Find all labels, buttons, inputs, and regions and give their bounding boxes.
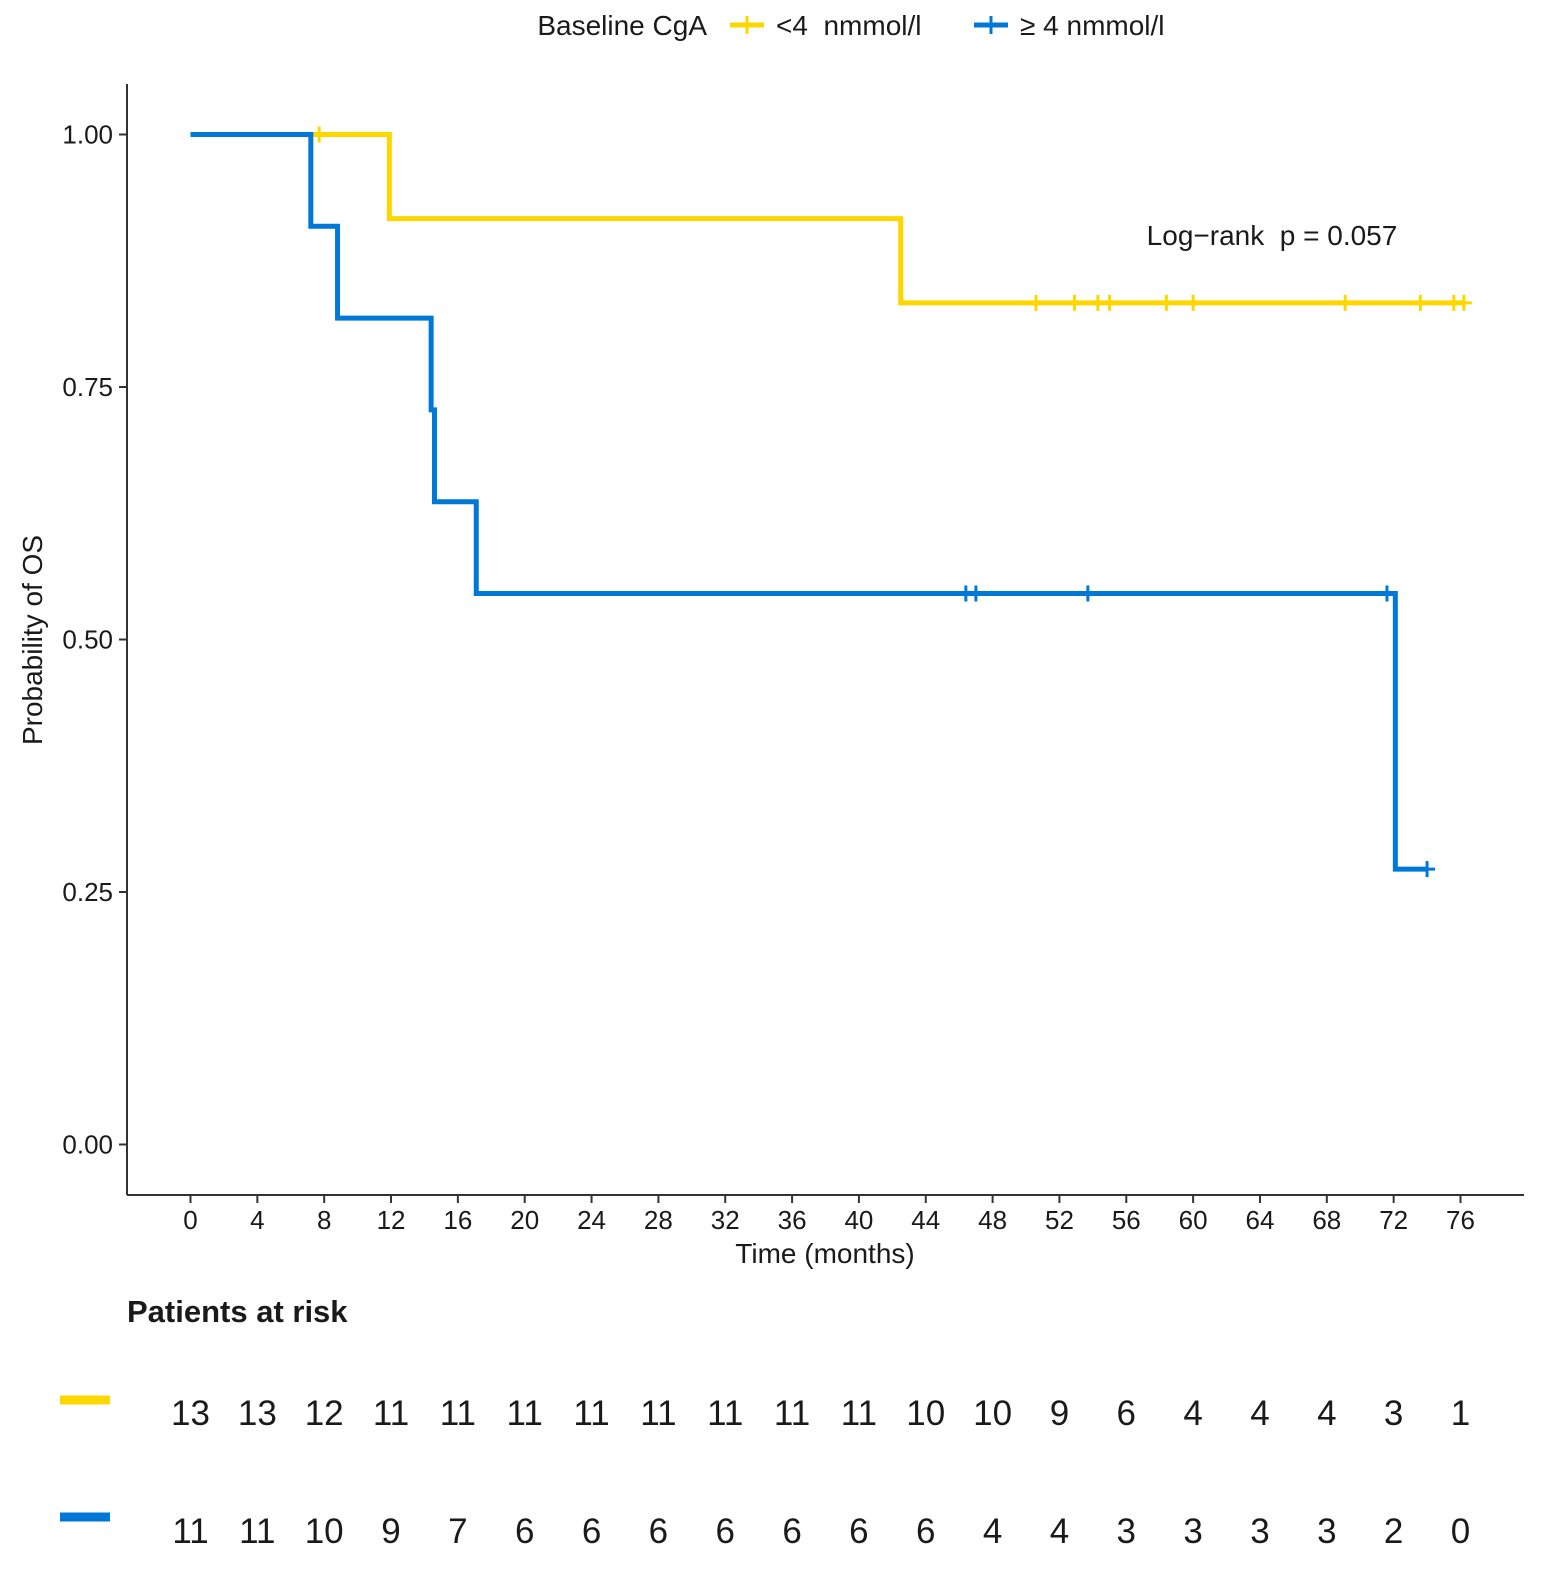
censor-mark-low-cga xyxy=(311,126,328,143)
risk-count-high-cga: 10 xyxy=(305,1512,344,1551)
censor-mark-high-cga xyxy=(1419,861,1436,878)
censor-mark-low-cga xyxy=(1412,294,1429,311)
x-tick-label: 8 xyxy=(317,1205,331,1235)
x-tick-label: 72 xyxy=(1379,1205,1408,1235)
risk-count-high-cga: 7 xyxy=(448,1512,467,1551)
risk-count-low-cga: 3 xyxy=(1384,1394,1403,1433)
x-tick-label: 0 xyxy=(183,1205,197,1235)
risk-count-low-cga: 10 xyxy=(906,1394,945,1433)
risk-count-low-cga: 13 xyxy=(238,1394,277,1433)
y-tick-label: 1.00 xyxy=(62,120,113,150)
risk-count-high-cga: 3 xyxy=(1117,1512,1136,1551)
x-tick-label: 36 xyxy=(778,1205,807,1235)
x-tick-label: 32 xyxy=(711,1205,740,1235)
risk-count-high-cga: 11 xyxy=(172,1512,208,1551)
risk-numbers: 13 13 12 11 11 11 11 11 11 11 11 10 10 9 6 4 4 4 3 111 11 10 9… xyxy=(171,1394,1470,1551)
risk-count-high-cga: 3 xyxy=(1250,1512,1269,1551)
risk-count-high-cga: 6 xyxy=(849,1512,868,1551)
risk-count-low-cga: 4 xyxy=(1250,1394,1269,1433)
plot-axes: 0.000.250.500.751.000 4 8 12 16 20 24 28 32 36 40 4… xyxy=(62,84,1524,1235)
risk-count-low-cga: 11 xyxy=(507,1394,543,1433)
y-tick-label: 0.00 xyxy=(62,1130,113,1160)
risk-count-low-cga: 13 xyxy=(171,1394,210,1433)
x-tick-label: 76 xyxy=(1446,1205,1475,1235)
y-tick-label: 0.50 xyxy=(62,625,113,655)
risk-count-high-cga: 2 xyxy=(1384,1512,1403,1551)
x-tick-label: 28 xyxy=(644,1205,673,1235)
risk-count-low-cga: 11 xyxy=(841,1394,877,1433)
x-tick-label: 44 xyxy=(911,1205,940,1235)
censor-mark-low-cga xyxy=(1337,294,1354,311)
risk-count-low-cga: 11 xyxy=(774,1394,810,1433)
risk-count-high-cga: 6 xyxy=(649,1512,668,1551)
risk-count-high-cga: 4 xyxy=(1050,1512,1069,1551)
x-tick-label: 4 xyxy=(250,1205,264,1235)
x-tick-label: 16 xyxy=(443,1205,472,1235)
x-tick-label: 64 xyxy=(1246,1205,1275,1235)
risk-count-high-cga: 11 xyxy=(239,1512,275,1551)
risk-count-high-cga: 9 xyxy=(381,1512,400,1551)
risk-count-low-cga: 11 xyxy=(640,1394,676,1433)
risk-count-low-cga: 10 xyxy=(973,1394,1012,1433)
censor-mark-low-cga xyxy=(1455,294,1472,311)
x-tick-label: 12 xyxy=(377,1205,406,1235)
risk-count-high-cga: 4 xyxy=(983,1512,1002,1551)
censor-mark-high-cga xyxy=(967,585,984,602)
risk-count-low-cga: 11 xyxy=(440,1394,476,1433)
censor-mark-low-cga xyxy=(1101,294,1118,311)
risk-count-low-cga: 6 xyxy=(1117,1394,1136,1433)
risk-count-low-cga: 4 xyxy=(1317,1394,1336,1433)
legend: Baseline CgA <4 nmmol/l ≥ 4 nmmol/l xyxy=(537,10,1164,41)
risk-count-low-cga: 11 xyxy=(373,1394,409,1433)
risk-count-low-cga: 1 xyxy=(1451,1394,1470,1433)
risk-count-high-cga: 6 xyxy=(782,1512,801,1551)
legend-entry-low-cga: <4 nmmol/l xyxy=(730,10,922,41)
censor-mark-low-cga xyxy=(1028,294,1045,311)
censor-mark-low-cga xyxy=(1066,294,1083,311)
survival-curve-high-cga xyxy=(190,132,1428,872)
risk-count-high-cga: 6 xyxy=(582,1512,601,1551)
censor-mark-low-cga xyxy=(1185,294,1202,311)
y-axis-title: Probability of OS xyxy=(17,535,48,745)
legend-title: Baseline CgA xyxy=(537,10,707,41)
risk-count-high-cga: 6 xyxy=(916,1512,935,1551)
y-tick-label: 0.75 xyxy=(62,372,113,402)
censor-mark-high-cga xyxy=(1378,585,1395,602)
x-tick-label: 48 xyxy=(978,1205,1007,1235)
x-axis-title: Time (months) xyxy=(735,1238,914,1269)
risk-table: Patients at risk 13 13 12 11 11 11 11 11 11 11 11 1… xyxy=(60,1294,1470,1551)
risk-count-low-cga: 12 xyxy=(305,1394,344,1433)
y-tick-label: 0.25 xyxy=(62,877,113,907)
x-tick-label: 24 xyxy=(577,1205,606,1235)
x-tick-label: 52 xyxy=(1045,1205,1074,1235)
risk-count-high-cga: 3 xyxy=(1183,1512,1202,1551)
legend-label-high-cga: ≥ 4 nmmol/l xyxy=(1020,10,1165,41)
x-tick-label: 56 xyxy=(1112,1205,1141,1235)
x-tick-label: 60 xyxy=(1179,1205,1208,1235)
legend-entry-high-cga: ≥ 4 nmmol/l xyxy=(974,10,1165,41)
censor-mark-high-cga xyxy=(1079,585,1096,602)
risk-count-high-cga: 6 xyxy=(515,1512,534,1551)
log-rank-annotation: Log−rank p = 0.057 xyxy=(1147,220,1398,251)
x-tick-label: 68 xyxy=(1312,1205,1341,1235)
survival-curve-low-cga xyxy=(190,132,1464,306)
risk-count-high-cga: 3 xyxy=(1317,1512,1336,1551)
plot-series xyxy=(190,126,1472,878)
legend-label-low-cga: <4 nmmol/l xyxy=(776,10,922,41)
risk-count-low-cga: 4 xyxy=(1183,1394,1202,1433)
risk-count-low-cga: 11 xyxy=(573,1394,609,1433)
risk-count-high-cga: 6 xyxy=(716,1512,735,1551)
x-tick-label: 40 xyxy=(844,1205,873,1235)
risk-count-low-cga: 9 xyxy=(1050,1394,1069,1433)
risk-table-title: Patients at risk xyxy=(127,1294,348,1329)
censor-mark-low-cga xyxy=(1158,294,1175,311)
x-tick-label: 20 xyxy=(510,1205,539,1235)
risk-count-high-cga: 0 xyxy=(1451,1512,1470,1551)
risk-count-low-cga: 11 xyxy=(707,1394,743,1433)
